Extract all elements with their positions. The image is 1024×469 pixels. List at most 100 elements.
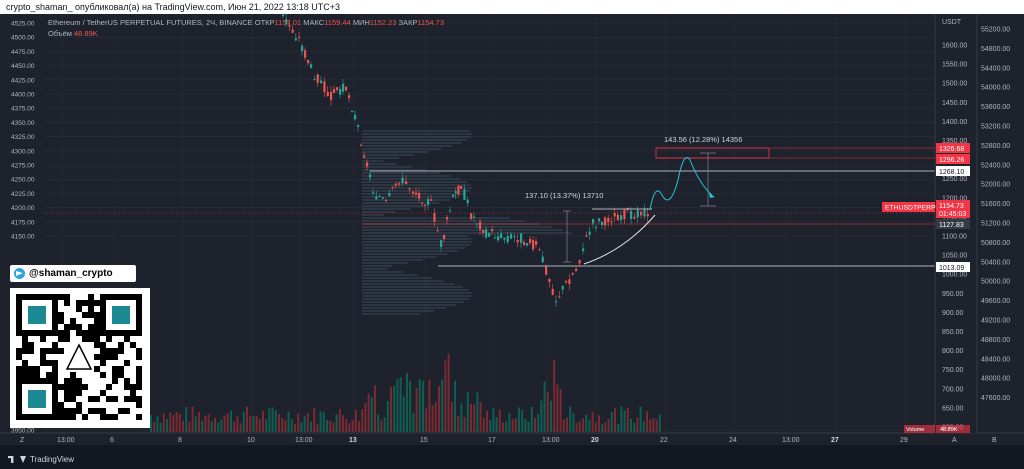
candle-body	[500, 233, 503, 238]
candle-body	[433, 212, 436, 222]
volume-profile	[362, 130, 572, 315]
qr-module	[124, 360, 130, 366]
profile-bar	[362, 253, 449, 255]
qr-module	[130, 390, 136, 396]
volume-bar	[623, 410, 626, 432]
qr-code-image	[16, 294, 142, 420]
qr-module	[58, 348, 64, 354]
telegram-handle: @shaman_crypto	[29, 268, 113, 279]
volume-bar	[498, 409, 501, 432]
profile-bar	[362, 274, 418, 276]
candle-body	[598, 218, 601, 222]
tradingview-logo[interactable]: TradingView	[8, 455, 74, 464]
volume-bar	[649, 419, 652, 432]
candle-body	[320, 80, 323, 84]
drawings: 143.56 (12.28%) 14356 137.10 (13.37%) 137…	[525, 135, 742, 265]
volume-bar	[534, 417, 536, 432]
volume-bar	[217, 422, 220, 432]
qr-logo-bg	[64, 342, 94, 372]
volume-bar	[223, 415, 226, 432]
candle-body	[348, 95, 351, 99]
qr-module	[82, 414, 88, 420]
volume-bar	[652, 418, 655, 432]
qr-module	[112, 348, 118, 354]
qr-module	[46, 348, 52, 354]
volume-bar	[188, 421, 191, 432]
left-axis-tick: 4175.00	[11, 219, 35, 226]
qr-finder-inner	[28, 390, 46, 408]
profile-bar	[362, 175, 451, 177]
candle-body	[585, 235, 588, 237]
candle-body	[372, 192, 375, 194]
qr-finder-inner	[112, 306, 130, 324]
qr-module	[94, 396, 100, 402]
profile-bar	[362, 136, 472, 138]
qr-module	[70, 372, 76, 378]
price-label-bg	[936, 262, 970, 272]
volume-bar	[566, 417, 568, 432]
volume-bar	[342, 415, 344, 432]
volume-bar	[473, 404, 476, 432]
volume-bar	[274, 410, 277, 432]
volume-bar	[550, 400, 552, 432]
candle-body	[565, 280, 568, 283]
qr-module	[100, 360, 106, 366]
usdt-axis-tick: 1200.00	[942, 195, 967, 202]
qr-module	[70, 414, 76, 420]
volume-legend: Объём 48.89K	[48, 29, 98, 38]
volume-bar	[553, 359, 556, 432]
axes: 4525.00 4500.00 4475.00 4450.00 4425.00 4400.…	[0, 14, 1024, 444]
candle-body	[520, 233, 523, 243]
usdt-axis-tick: 1050.00	[942, 253, 967, 260]
x-axis-tick: 13:00	[57, 437, 75, 444]
volume-bar	[335, 414, 338, 432]
qr-module	[70, 396, 76, 402]
qr-module	[118, 408, 124, 414]
volume-bar	[162, 413, 165, 432]
left-axis-tick: 4425.00	[11, 77, 35, 84]
candle-body	[630, 210, 633, 219]
volume-bar	[575, 423, 578, 432]
volume-bar	[268, 408, 271, 432]
volume-bar	[450, 401, 453, 432]
qr-module	[136, 378, 142, 384]
x-axis-tick: 10	[247, 437, 255, 444]
qr-module	[58, 318, 64, 324]
qr-module	[58, 312, 64, 318]
qr-module	[64, 408, 70, 414]
candle-body	[398, 183, 401, 185]
profile-bar	[362, 208, 412, 210]
volume-bar	[201, 420, 204, 432]
publish-caption: crypto_shaman_ опубликовал(а) на Trading…	[0, 0, 1024, 14]
profile-bar	[362, 196, 460, 198]
candle-body	[636, 210, 639, 218]
volume-bar	[300, 422, 303, 432]
candle-body	[452, 194, 455, 197]
candle-body	[294, 38, 297, 41]
qr-module	[58, 402, 64, 408]
profile-bar	[362, 280, 445, 282]
qr-module	[136, 366, 142, 372]
qr-module	[118, 342, 124, 348]
qr-module	[28, 348, 34, 354]
volume-bar	[607, 418, 610, 432]
profile-bar	[362, 277, 432, 279]
usdt-axis-tick: 850.00	[942, 329, 964, 336]
volume-bar	[479, 402, 482, 432]
volume-bar	[543, 381, 546, 432]
volume-bar	[438, 386, 440, 432]
candle-body	[473, 216, 476, 218]
volume-bar	[460, 403, 463, 432]
usdt-axis-tick: 1450.00	[942, 100, 967, 107]
price-chart[interactable]: 143.56 (12.28%) 14356 137.10 (13.37%) 137…	[0, 9, 1024, 469]
qr-module	[88, 396, 94, 402]
chart-area[interactable]: 143.56 (12.28%) 14356 137.10 (13.37%) 137…	[0, 9, 1024, 469]
usdt-axis-tick: 900.00	[942, 310, 964, 317]
volume-bar	[486, 410, 488, 432]
qr-module	[70, 384, 76, 390]
candle-body	[646, 214, 649, 217]
qr-module	[88, 294, 94, 300]
candle-body	[571, 273, 574, 275]
profile-bar	[362, 292, 472, 294]
qr-module	[82, 312, 88, 318]
